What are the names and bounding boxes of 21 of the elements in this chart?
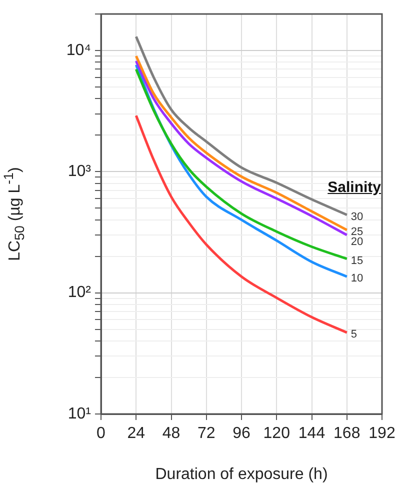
y-tick-label: 10³ xyxy=(68,163,92,180)
legend-title: Salinity xyxy=(328,178,381,197)
series-label: 5 xyxy=(350,328,357,341)
x-tick-label: 72 xyxy=(197,425,216,442)
x-tick-label: 120 xyxy=(263,425,290,442)
x-tick-label: 24 xyxy=(127,425,146,442)
y-tick-label: 10⁴ xyxy=(66,42,92,59)
series-label: 30 xyxy=(350,210,364,223)
y-tick-label: 10¹ xyxy=(68,405,91,422)
x-axis-title: Duration of exposure (h) xyxy=(155,466,328,483)
x-tick-label: 0 xyxy=(96,425,106,442)
series-label: 25 xyxy=(350,226,364,238)
y-tick-label: 10² xyxy=(68,284,92,302)
x-tick-label: 192 xyxy=(368,425,396,442)
x-tick-label: 144 xyxy=(298,425,326,442)
series-label: 10 xyxy=(350,272,364,285)
series-label: 15 xyxy=(350,254,364,267)
x-tick-label: 48 xyxy=(162,425,180,442)
x-tick-label: 96 xyxy=(232,425,250,442)
series-label: 20 xyxy=(350,236,364,248)
x-tick-label: 168 xyxy=(334,425,360,442)
